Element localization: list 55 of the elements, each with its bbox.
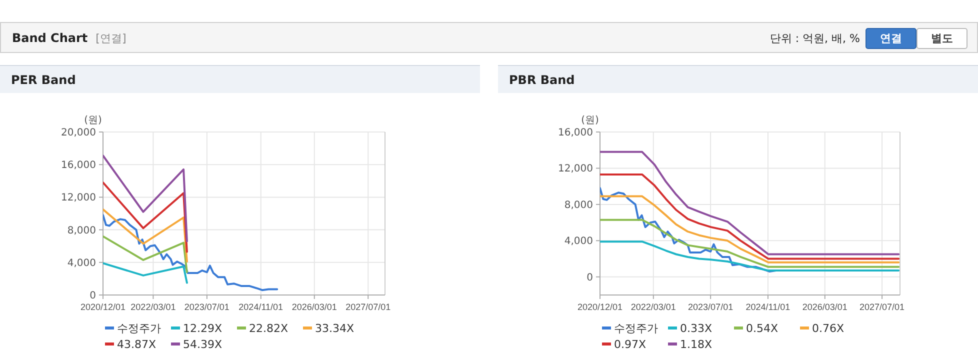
y-axis-title: (원) <box>84 115 102 126</box>
text: Band Chart <box>12 31 88 45</box>
line-series <box>103 235 188 274</box>
x-tick-label: 2020/12/01 <box>80 302 126 312</box>
x-tick-label: 2023/07/01 <box>184 302 230 312</box>
x-tick-label: 2020/12/01 <box>577 302 623 312</box>
x-tick-label: 2023/07/01 <box>688 302 734 312</box>
legend-label: 수정주가 <box>614 322 658 335</box>
x-tick-label: 2027/07/01 <box>860 302 905 312</box>
legend-label: 12.29X <box>183 322 222 335</box>
legend-label: 수정주가 <box>117 322 161 335</box>
legend-label: 0.33X <box>680 322 712 335</box>
y-tick-label: 16,000 <box>61 160 96 172</box>
y-tick-label: 8,000 <box>67 225 96 236</box>
text: 단위 : 억원, 배, % <box>770 32 860 45</box>
chart-title: PBR Band <box>509 73 575 87</box>
text: 별도 <box>931 32 953 45</box>
y-tick-label: 8,000 <box>564 200 593 211</box>
y-tick-label: 0 <box>586 272 593 284</box>
x-tick-label: 2027/07/01 <box>346 302 391 312</box>
y-tick-label: 0 <box>90 290 96 302</box>
text: 연결 <box>880 32 902 45</box>
legend-label: 54.39X <box>183 338 222 351</box>
y-tick-label: 4,000 <box>564 236 593 248</box>
y-tick-label: 16,000 <box>558 128 593 138</box>
line-series <box>600 150 900 256</box>
legend-label: 43.87X <box>117 338 156 351</box>
line-series <box>103 214 278 292</box>
legend-label: 0.76X <box>812 322 844 335</box>
x-tick-label: 2022/03/01 <box>630 302 676 312</box>
x-tick-label: 2024/11/01 <box>746 302 790 312</box>
line-series <box>103 182 188 253</box>
y-tick-label: 12,000 <box>558 164 593 175</box>
line-series <box>103 154 188 242</box>
x-tick-label: 2022/03/01 <box>130 302 176 312</box>
x-tick-label: 2026/03/01 <box>802 302 848 312</box>
x-tick-label: 2024/11/01 <box>238 302 284 312</box>
legend-label: 33.34X <box>315 322 354 335</box>
line-series <box>600 195 900 264</box>
line-series <box>103 262 188 284</box>
legend-label: 0.97X <box>614 338 646 351</box>
y-tick-label: 4,000 <box>67 258 96 269</box>
line-series <box>600 174 900 260</box>
line-series <box>600 240 900 272</box>
y-axis-title: (원) <box>581 115 599 126</box>
line-series <box>103 208 188 263</box>
y-tick-label: 12,000 <box>61 192 96 204</box>
legend-label: 1.18X <box>680 338 712 351</box>
text: [연결] <box>96 32 126 45</box>
y-tick-label: 20,000 <box>61 128 96 138</box>
x-tick-label: 2026/03/01 <box>292 302 337 312</box>
legend-label: 0.54X <box>746 322 778 335</box>
line-series <box>600 218 900 268</box>
legend-label: 22.82X <box>249 322 288 335</box>
chart-title: PER Band <box>11 73 76 87</box>
